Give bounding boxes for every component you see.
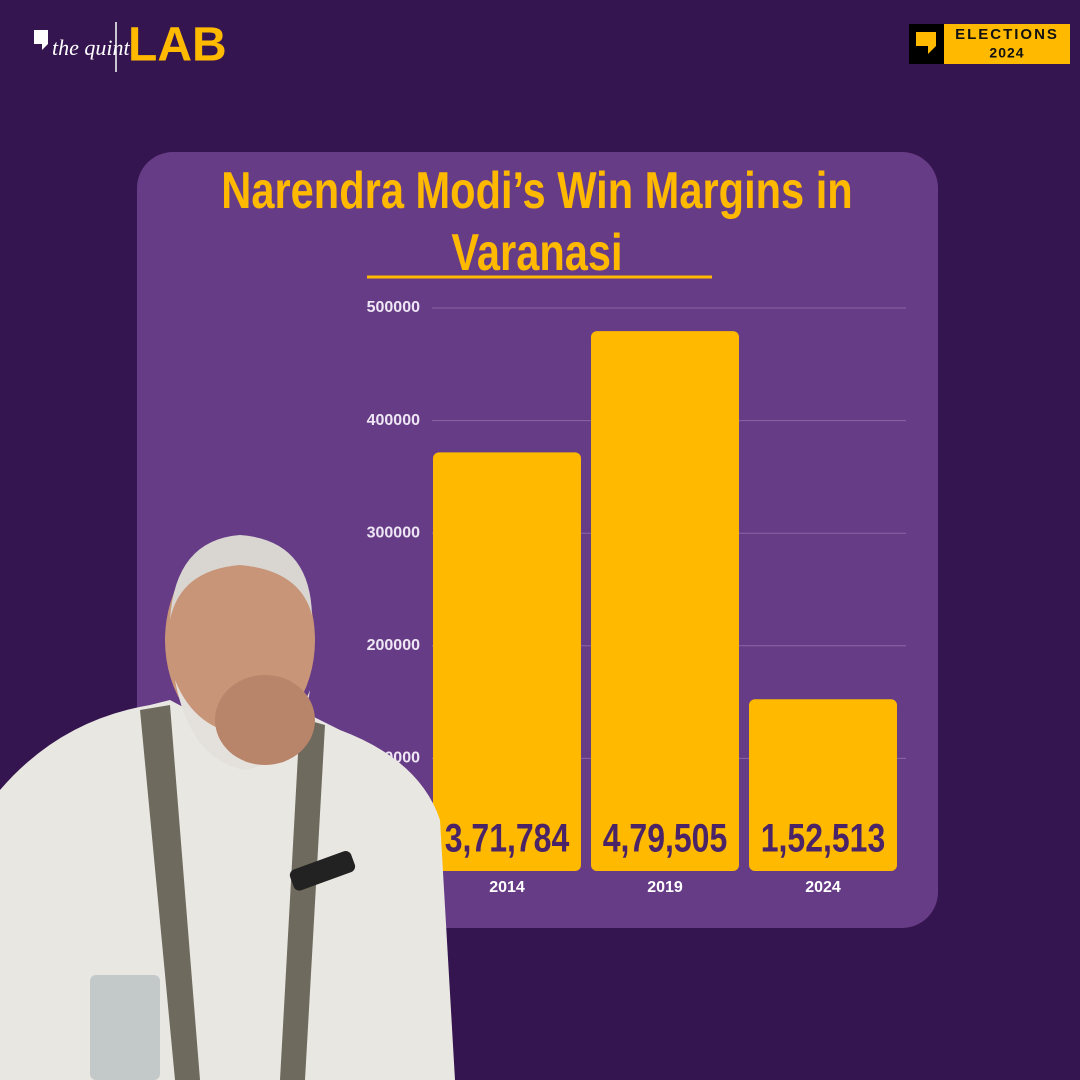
y-tick-label: 400000: [367, 412, 420, 429]
bar: [749, 699, 897, 871]
y-tick-label: 200000: [367, 637, 420, 654]
value-label: 4,79,505: [603, 815, 728, 860]
photo: [0, 535, 455, 1080]
badge-year: 2024: [989, 45, 1024, 61]
badge-icon: [916, 32, 936, 54]
lab-logo: LAB: [128, 19, 227, 72]
x-tick-label: 2019: [647, 879, 683, 896]
x-tick-label: 2024: [805, 879, 841, 896]
x-tick-label: 2014: [489, 879, 525, 896]
bars: 3,71,784 2014 4,79,505 2019 1,52,513 2024: [433, 331, 897, 896]
y-tick-label: 300000: [367, 524, 420, 541]
bar: [591, 331, 739, 871]
bar: [433, 452, 581, 871]
chart-title: Narendra Modi’s Win Margins in Varanasi: [221, 162, 853, 282]
value-label: 1,52,513: [761, 815, 886, 860]
y-tick-label: 500000: [367, 299, 420, 316]
brand-icon: [34, 30, 48, 50]
badge-box: [944, 24, 1070, 64]
brand: the quint: [52, 35, 130, 60]
badge-text: ELECTIONS: [955, 26, 1059, 43]
value-label: 3,71,784: [445, 815, 570, 860]
